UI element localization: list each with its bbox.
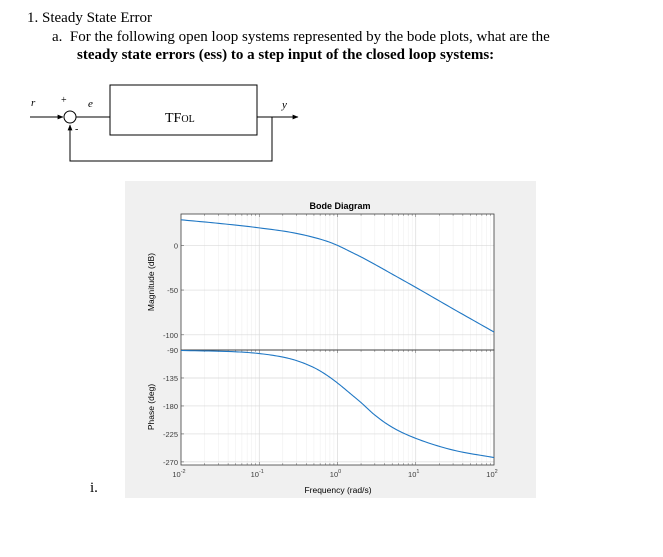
magnitude-y-tick-label: -100 (163, 331, 178, 340)
question-part-a: a. For the following open loop systems r… (52, 29, 550, 45)
error-label: e (88, 98, 93, 110)
summing-junction (63, 110, 77, 124)
x-tick-label: 10-1 (251, 469, 264, 479)
question-rest: of the closed loop systems: (322, 47, 495, 63)
phase-axis-label: Phase (deg) (146, 384, 156, 430)
feedback-path (67, 117, 273, 162)
phase-y-tick-label: -270 (163, 458, 178, 467)
output-label: y (281, 99, 287, 111)
magnitude-axis-label: Magnitude (dB) (146, 253, 156, 311)
phase-y-tick-label: -135 (163, 374, 178, 383)
frequency-axis-label: Frequency (rad/s) (304, 485, 371, 495)
transfer-function-label: TFOL (165, 111, 195, 126)
transfer-function-block (109, 84, 258, 136)
minus-sign: - (75, 124, 78, 135)
tf-main: TF (165, 111, 182, 126)
input-label: r (31, 97, 36, 109)
question-part-a-line2: steady state errors (ess) to a step inpu… (77, 47, 494, 64)
plus-sign: + (61, 95, 67, 106)
question-title: 1. Steady State Error (27, 10, 152, 26)
magnitude-y-tick-label: -50 (167, 286, 178, 295)
magnitude-y-tick-label: 0 (174, 241, 178, 250)
sub-item-label: i. (90, 480, 98, 496)
question-emphasis: steady state errors (ess) to a step inpu… (77, 47, 323, 63)
tf-sub: OL (181, 114, 194, 125)
block-diagram: r + - e y TFOL (30, 84, 299, 162)
phase-y-tick-label: -225 (163, 430, 178, 439)
phase-y-tick-label: -180 (163, 402, 178, 411)
chart-title: Bode Diagram (309, 201, 370, 211)
phase-y-tick-label: -90 (167, 346, 178, 355)
magnitude-series-line (180, 219, 495, 333)
x-tick-label: 100 (330, 469, 341, 479)
x-tick-label: 10-2 (172, 469, 185, 479)
x-tick-label: 102 (486, 469, 497, 479)
x-tick-label: 101 (408, 469, 419, 479)
phase-series-line (180, 349, 495, 459)
bode-diagram: Bode Diagram 0 -50 -100 -90 -135 -180 -225 -27… (125, 181, 536, 498)
